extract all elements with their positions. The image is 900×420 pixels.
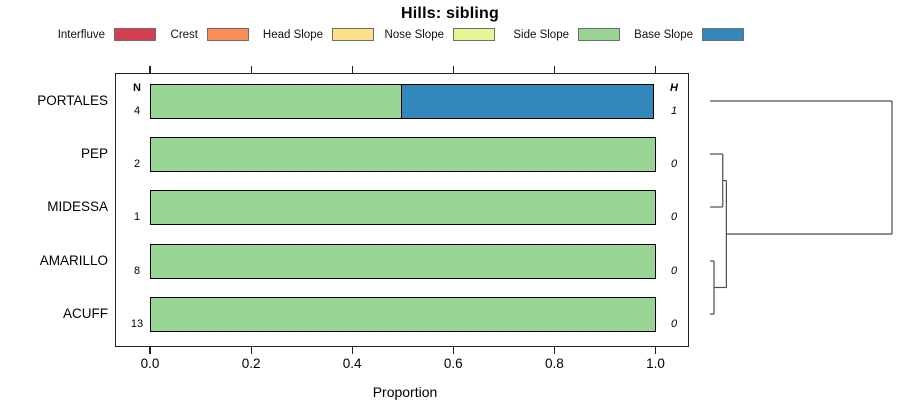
legend-item: Side Slope	[449, 27, 620, 42]
legend-item: Interfluve	[0, 27, 156, 42]
legend-label: Base Slope	[634, 28, 693, 41]
legend-swatch	[702, 28, 744, 41]
legend-label: Nose Slope	[384, 28, 444, 41]
x-axis-tick	[553, 66, 555, 73]
category-label: AMARILLO	[39, 253, 108, 268]
x-axis-tick	[351, 66, 353, 73]
bar-pep	[150, 136, 656, 172]
bar-segment-side-slope	[150, 243, 656, 279]
n-value: 13	[130, 318, 144, 330]
legend-label: Interfluve	[57, 28, 105, 41]
x-axis-tick	[452, 66, 454, 73]
x-axis-tick	[654, 347, 657, 354]
legend-item: Head Slope	[203, 27, 374, 42]
bar-midessa	[150, 189, 656, 225]
n-value: 2	[133, 158, 141, 170]
legend-item: Nose Slope	[324, 27, 495, 42]
legend-item: Base Slope	[573, 27, 744, 42]
h-value: 0	[670, 158, 678, 170]
h-value: 0	[670, 211, 678, 223]
x-axis-tick-label: 0.2	[241, 356, 261, 371]
x-axis-tick	[250, 66, 252, 73]
category-label: ACUFF	[63, 306, 108, 321]
x-axis-tick	[452, 347, 454, 354]
bar-acuff	[150, 296, 656, 332]
category-label: PORTALES	[37, 93, 108, 108]
bar-amarillo	[150, 243, 656, 279]
x-axis-tick	[149, 347, 151, 354]
legend-swatch	[332, 28, 374, 41]
x-axis-title: Proportion	[372, 384, 438, 400]
n-value: 8	[133, 265, 141, 277]
x-axis-tick	[149, 66, 151, 73]
x-axis-tick	[250, 347, 252, 354]
h-column-header: H	[670, 82, 678, 94]
n-column-header: N	[133, 82, 141, 94]
h-value: 0	[670, 265, 678, 277]
bar-portales	[150, 83, 654, 119]
legend-label: Head Slope	[262, 28, 323, 41]
n-value: 4	[133, 105, 141, 117]
legend-swatch	[114, 28, 156, 41]
x-axis-tick	[351, 347, 353, 354]
bar-segment-side-slope	[150, 189, 656, 225]
plot-frame	[115, 73, 689, 347]
x-axis-tick-label: 0.8	[545, 356, 564, 371]
legend-swatch	[453, 28, 495, 41]
legend-swatch	[578, 28, 620, 41]
chart-title: Hills: sibling	[401, 5, 499, 22]
x-axis-tick	[553, 347, 555, 354]
category-label: PEP	[80, 146, 108, 161]
x-axis-tick-label: 0.4	[342, 356, 362, 371]
category-label: MIDESSA	[47, 199, 108, 214]
legend-swatch	[207, 28, 249, 41]
bar-segment-side-slope	[150, 83, 403, 119]
x-axis-tick-label: 0.6	[443, 356, 463, 371]
bar-segment-base-slope	[400, 83, 654, 119]
n-value: 1	[133, 211, 141, 223]
bar-segment-side-slope	[150, 296, 656, 332]
h-value: 1	[670, 105, 678, 117]
x-axis-tick-label: 0.0	[140, 356, 160, 371]
bar-segment-side-slope	[150, 136, 656, 172]
x-axis-tick-label: 1.0	[646, 356, 665, 371]
legend-label: Crest	[170, 28, 198, 41]
dendrogram	[710, 100, 893, 315]
legend-item: Crest	[78, 27, 249, 42]
legend-label: Side Slope	[513, 28, 569, 41]
x-axis-tick	[654, 66, 657, 73]
h-value: 0	[670, 318, 678, 330]
